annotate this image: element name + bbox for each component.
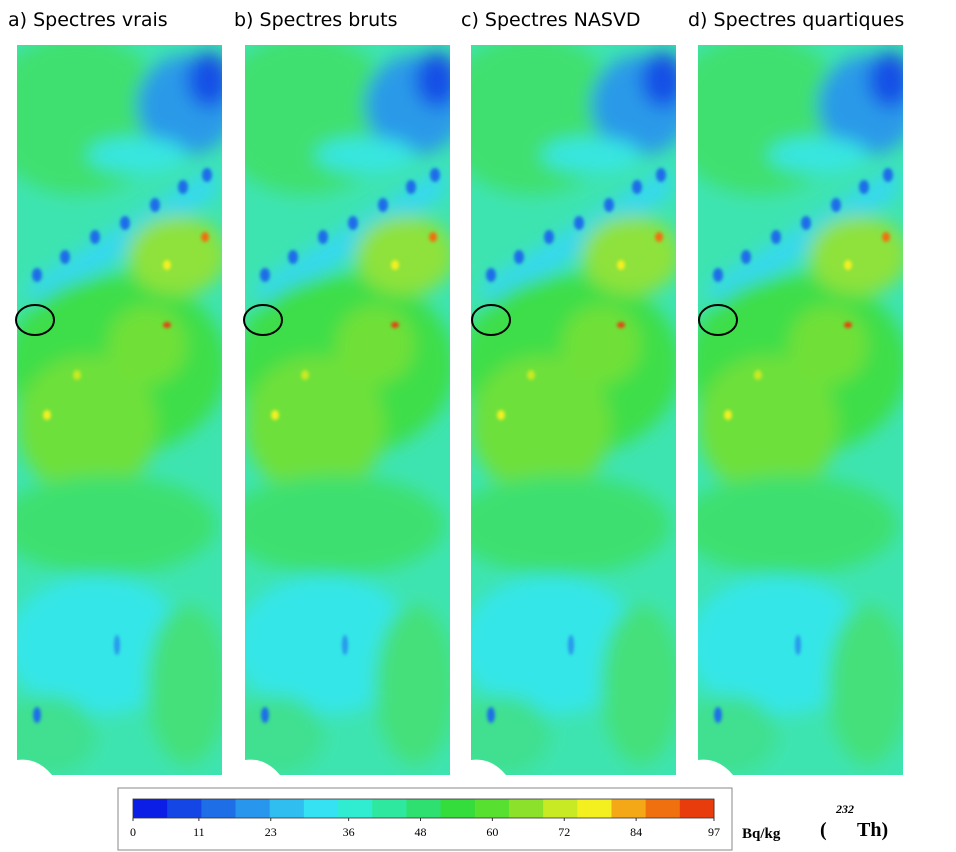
colorbar-tick-label: 11 [193, 825, 205, 839]
panel [668, 35, 918, 775]
unit-label: Bq/kg [742, 826, 781, 842]
colorbar-swatch [577, 799, 612, 818]
colorbar-tick-label: 23 [265, 825, 277, 839]
colorbar-swatch [645, 799, 681, 818]
colorbar-swatch [201, 799, 237, 818]
colorbar-swatch [543, 799, 578, 818]
colorbar-swatch [338, 799, 373, 818]
colorbar-swatch [508, 799, 544, 818]
colorbar-frame [117, 787, 733, 851]
panel-title: b) Spectres bruts [234, 9, 398, 31]
colorbar: 0 11 23 36 48 60 72 84 97 [130, 798, 720, 839]
colorbar-swatch [440, 799, 476, 818]
colorbar-swatch [235, 799, 271, 818]
panel [0, 35, 237, 775]
colorbar-tick-label: 97 [708, 825, 720, 839]
colorbar-swatch [474, 799, 510, 818]
colorbar-tick-label: 0 [130, 825, 136, 839]
colorbar-swatch [269, 799, 305, 818]
isotope-symbol: Th) [857, 819, 888, 841]
isotope-open: ( [820, 819, 827, 841]
panel-title: c) Spectres NASVD [461, 9, 641, 31]
panel [215, 35, 465, 775]
panel-title: d) Spectres quartiques [688, 9, 904, 31]
colorbar-swatch [406, 799, 442, 818]
colorbar-swatch [679, 799, 715, 818]
colorbar-tick-label: 48 [415, 825, 427, 839]
colorbar-tick-label: 36 [343, 825, 355, 839]
colorbar-swatch [303, 799, 339, 818]
panel [441, 35, 691, 775]
colorbar-tick-label: 72 [558, 825, 570, 839]
colorbar-swatch [133, 799, 168, 818]
colorbar-tick-label: 84 [630, 825, 642, 839]
colorbar-tick-label: 60 [486, 825, 498, 839]
colorbar-swatch [372, 799, 407, 818]
colorbar-border [132, 798, 715, 819]
colorbar-swatch [611, 799, 647, 818]
isotope-mass: 232 [835, 802, 854, 816]
panel-title: a) Spectres vrais [8, 9, 168, 31]
colorbar-swatch [167, 799, 202, 818]
